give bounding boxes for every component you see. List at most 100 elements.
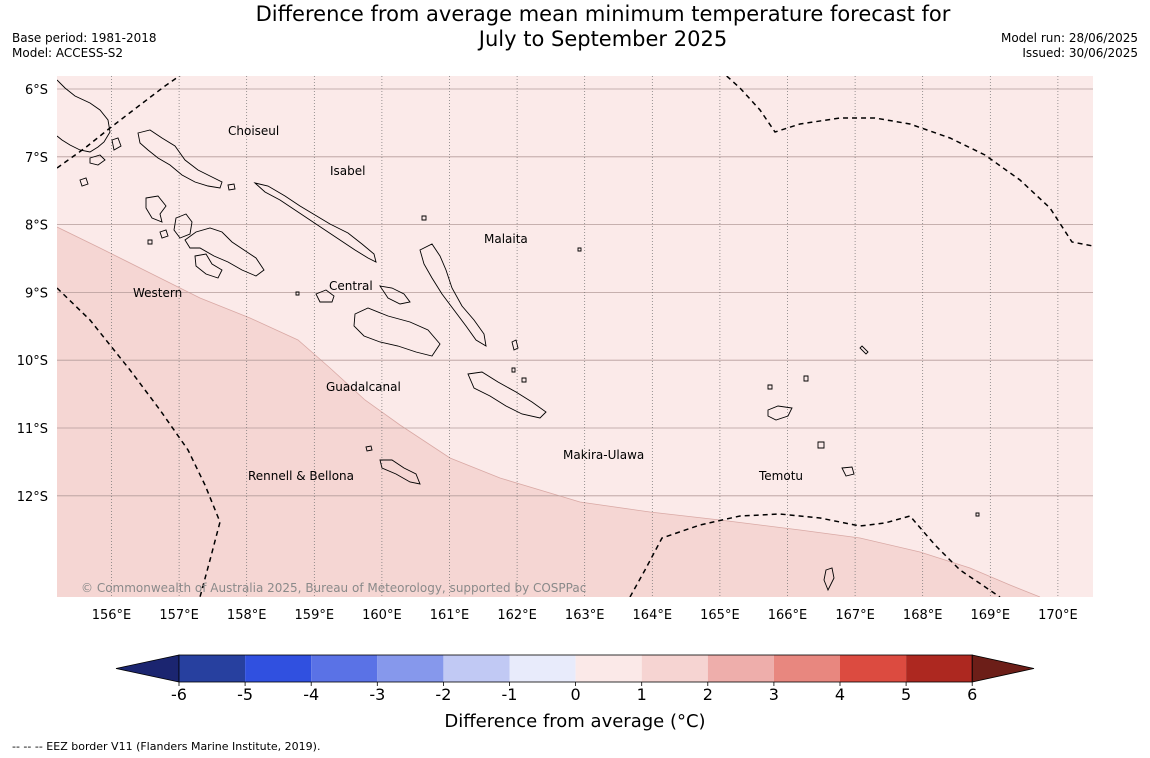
small-islet [421, 215, 427, 221]
colorbar-tick-label: -4 [303, 685, 319, 704]
guadalcanal-island [353, 307, 441, 357]
longitude-labels: 156°E 157°E 158°E 159°E 160°E 161°E 162°E 163°E… [92, 608, 1078, 623]
small-islet [295, 291, 300, 296]
region-label-western: Western [133, 286, 182, 300]
eez-footnote: -- -- -- EEZ border V11 (Flanders Marine… [12, 740, 321, 753]
colorbar-tick-label: 3 [769, 685, 779, 704]
eez-border-north [57, 76, 181, 169]
longitude-label: 170°E [1038, 608, 1078, 623]
colorbar-extension-high [971, 654, 1035, 683]
latitude-gridlines [57, 88, 1093, 497]
longitude-label: 164°E [633, 608, 673, 623]
eez-border-east [725, 76, 1093, 247]
latitude-label: 11°S [17, 422, 48, 437]
title-line-1: Difference from average mean minimum tem… [255, 2, 951, 26]
colorbar-segment [840, 655, 907, 682]
model-run: Model run: 28/06/2025 [1000, 31, 1138, 45]
russell-islands [315, 289, 335, 303]
small-islet [975, 512, 980, 517]
longitude-label: 168°E [903, 608, 943, 623]
bougainville-island [57, 79, 111, 153]
small-islet [159, 229, 169, 239]
colorbar-tick-label: -1 [502, 685, 518, 704]
region-label-isabel: Isabel [330, 164, 365, 178]
latitude-label: 10°S [17, 354, 48, 369]
eez-border-south [629, 513, 1001, 597]
map-title: Difference from average mean minimum tem… [200, 2, 1006, 52]
latitude-label: 9°S [25, 286, 48, 301]
base-period: Base period: 1981-2018 [12, 31, 157, 45]
colorbar-segment [575, 655, 642, 682]
colorbar-tick-label: -3 [369, 685, 385, 704]
colorbar-tick-label: -2 [435, 685, 451, 704]
longitude-label: 162°E [497, 608, 537, 623]
longitude-label: 169°E [971, 608, 1011, 623]
colorbar-segment [443, 655, 510, 682]
small-islet [111, 137, 122, 151]
small-islet [817, 441, 825, 449]
colorbar-tick-label: 4 [835, 685, 845, 704]
malaita-island [419, 243, 487, 347]
region-label-choiseul: Choiseul [228, 124, 279, 138]
small-islet [79, 177, 89, 187]
latitude-label: 6°S [25, 83, 48, 98]
small-islet [841, 466, 855, 477]
colorbar-segment [311, 655, 378, 682]
colorbar-tick-labels: -6 -5 -4 -3 -2 -1 0 1 2 3 4 5 6 [171, 682, 977, 704]
region-label-temotu: Temotu [758, 469, 803, 483]
santa-cruz-island [767, 405, 793, 421]
region-label-central: Central [329, 279, 373, 293]
colorbar-segment [707, 655, 774, 682]
longitude-label: 165°E [700, 608, 740, 623]
colorbar-tick-label: -6 [171, 685, 187, 704]
eez-border-west [57, 287, 221, 597]
small-islet [767, 384, 773, 390]
makira-island [467, 371, 547, 419]
issued-date: Issued: 30/06/2025 [1022, 46, 1138, 60]
colorbar-extension-low [115, 654, 180, 683]
small-islet [227, 183, 236, 191]
small-islet [859, 345, 869, 355]
longitude-label: 160°E [362, 608, 402, 623]
colorbar-tick-label: -5 [237, 685, 253, 704]
colorbar-segment [509, 655, 576, 682]
colorbar-segment [906, 655, 973, 682]
longitude-label: 167°E [835, 608, 875, 623]
small-islet [577, 247, 582, 252]
colorbar-tick-label: 6 [967, 685, 977, 704]
rennell-island [379, 459, 421, 485]
region-label-guadalcanal: Guadalcanal [326, 380, 401, 394]
bellona-island [365, 445, 373, 452]
longitude-label: 158°E [227, 608, 267, 623]
colorbar-tick-label: 1 [637, 685, 647, 704]
colorbar-segment [179, 655, 246, 682]
longitude-label: 156°E [92, 608, 132, 623]
longitude-label: 163°E [565, 608, 605, 623]
map-area: Choiseul Isabel Malaita Western Central … [57, 76, 1093, 597]
title-line-2: July to September 2025 [478, 27, 728, 51]
meta-right: Model run: 28/06/2025 Issued: 30/06/2025 [1001, 31, 1138, 61]
small-islet [511, 367, 516, 373]
longitude-label: 161°E [430, 608, 470, 623]
copyright-watermark: © Commonwealth of Australia 2025, Bureau… [81, 581, 586, 595]
isabel-island [253, 182, 377, 263]
islands [57, 79, 980, 592]
meta-left: Base period: 1981-2018 Model: ACCESS-S2 [12, 31, 157, 61]
colorbar-title: Difference from average (°C) [444, 711, 706, 732]
colorbar-segment [245, 655, 312, 682]
latitude-labels: 6°S 7°S 8°S 9°S 10°S 11°S 12°S [17, 83, 48, 505]
region-label-malaita: Malaita [484, 232, 528, 246]
kolombangara-island [173, 213, 193, 239]
colorbar-segment [377, 655, 444, 682]
region-label-makira-ulawa: Makira-Ulawa [563, 448, 644, 462]
longitude-label: 159°E [295, 608, 335, 623]
small-islet [823, 567, 835, 592]
small-islet [511, 339, 519, 351]
colorbar-tick-label: 2 [703, 685, 713, 704]
rendova-island [194, 253, 223, 279]
latitude-label: 8°S [25, 219, 48, 234]
small-islet [803, 375, 809, 382]
small-islet [89, 154, 106, 166]
anomaly-zone-1-2 [57, 227, 1040, 597]
